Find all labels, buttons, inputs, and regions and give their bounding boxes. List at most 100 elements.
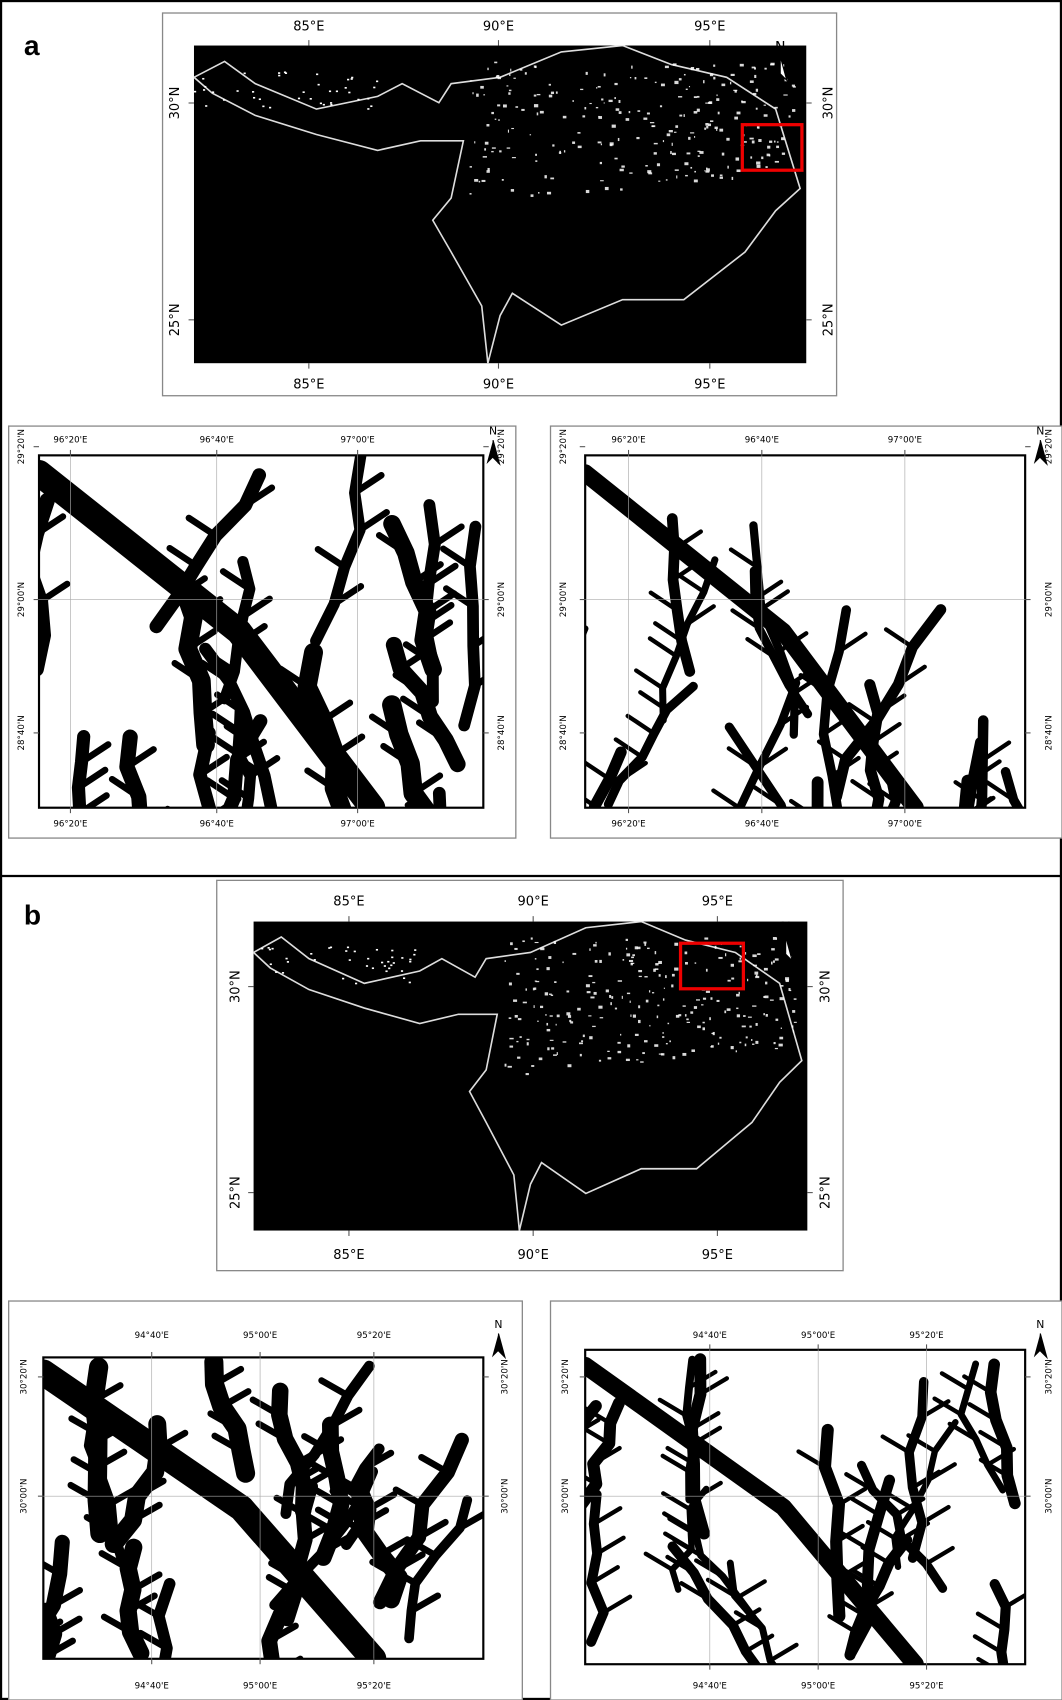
terrain-speck xyxy=(719,174,723,176)
valley xyxy=(962,737,986,808)
terrain-speck xyxy=(469,193,472,195)
tributary xyxy=(985,780,1016,803)
terrain-speck xyxy=(684,1014,687,1017)
study-area-box xyxy=(740,123,804,172)
terrain-speck xyxy=(605,989,609,993)
valley xyxy=(957,1360,1007,1494)
tributary xyxy=(1011,839,1037,857)
terrain-speck xyxy=(617,1050,622,1054)
terrain-speck xyxy=(530,937,533,940)
terrain-speck xyxy=(721,83,726,87)
terrain-speck xyxy=(476,93,479,97)
tributary xyxy=(965,871,991,889)
tributary xyxy=(377,1536,411,1558)
terrain-speck xyxy=(286,961,290,963)
tributary xyxy=(206,857,233,875)
terrain-speck xyxy=(550,177,555,180)
terrain-speck xyxy=(532,987,535,991)
terrain-speck xyxy=(690,132,695,134)
terrain-speck xyxy=(258,98,261,101)
terrain-speck xyxy=(618,99,621,103)
terrain-speck xyxy=(755,88,759,92)
valley xyxy=(104,1415,168,1554)
terrain-speck xyxy=(474,179,479,182)
terrain-speck xyxy=(710,1046,713,1048)
tributary xyxy=(90,1382,124,1404)
terrain-speck xyxy=(486,124,490,127)
terrain-speck xyxy=(705,102,710,104)
tributary xyxy=(268,1547,302,1570)
tributary xyxy=(174,575,208,600)
terrain-speck xyxy=(711,174,714,177)
terrain-speck xyxy=(553,940,557,945)
tributary xyxy=(767,1642,799,1663)
tributary xyxy=(218,777,252,802)
terrain-speck xyxy=(546,1022,549,1026)
terrain-speck xyxy=(599,959,602,963)
terrain-speck xyxy=(546,1028,551,1032)
tributary xyxy=(375,532,410,557)
terrain-speck xyxy=(705,968,708,972)
terrain-speck xyxy=(725,953,727,957)
terrain-speck xyxy=(738,991,740,995)
x-label: 90°E xyxy=(483,377,514,392)
y-label: 28°40'N xyxy=(497,715,507,750)
valley xyxy=(193,726,217,808)
terrain-speck xyxy=(674,169,679,171)
terrain-speck xyxy=(391,949,394,952)
terrain-speck xyxy=(346,946,350,949)
terrain-speck xyxy=(551,1047,555,1050)
tributary xyxy=(978,1457,1010,1478)
valley xyxy=(749,521,800,739)
terrain-speck xyxy=(381,961,384,964)
terrain-speck xyxy=(409,960,412,963)
terrain-speck xyxy=(535,65,537,69)
terrain-speck xyxy=(638,1005,641,1009)
terrain-speck xyxy=(703,80,705,84)
terrain-speck xyxy=(524,72,527,75)
terrain-speck xyxy=(744,1043,747,1047)
terrain-speck xyxy=(413,953,416,956)
terrain-speck xyxy=(682,1005,686,1007)
terrain-speck xyxy=(736,993,740,997)
terrain-speck xyxy=(739,945,742,948)
terrain-speck xyxy=(727,979,731,982)
tributary xyxy=(443,585,477,610)
tributary xyxy=(311,1486,345,1508)
terrain-speck xyxy=(697,155,700,157)
terrain-speck xyxy=(506,85,509,87)
terrain-speck xyxy=(599,161,603,165)
terrain-speck xyxy=(755,107,758,110)
terrain-speck xyxy=(654,1044,659,1047)
x-label: 96°40'E xyxy=(200,436,234,446)
terrain-speck xyxy=(251,91,255,93)
north-label: N xyxy=(489,425,497,438)
terrain-speck xyxy=(344,87,347,89)
terrain-speck xyxy=(662,1036,665,1038)
terrain-speck xyxy=(621,165,625,168)
terrain-speck xyxy=(647,170,652,174)
terrain-speck xyxy=(598,1059,602,1062)
terrain-speck xyxy=(375,948,379,951)
terrain-speck xyxy=(711,1045,714,1048)
terrain-speck xyxy=(765,166,768,168)
tributary xyxy=(883,627,915,650)
terrain-speck xyxy=(695,999,701,1001)
tributary xyxy=(318,1377,352,1399)
terrain-speck xyxy=(328,90,332,93)
terrain-speck xyxy=(717,111,720,115)
y-label: 30°00'N xyxy=(561,1479,571,1514)
terrain-speck xyxy=(508,982,512,986)
terrain-speck xyxy=(611,996,614,999)
terrain-speck xyxy=(614,1007,618,1010)
terrain-speck xyxy=(649,1024,651,1027)
terrain-speck xyxy=(497,104,501,107)
terrain-speck xyxy=(625,118,630,121)
tributary xyxy=(792,672,824,695)
terrain-speck xyxy=(766,153,770,157)
terrain-speck xyxy=(702,1021,705,1024)
terrain-speck xyxy=(638,969,643,973)
terrain-speck xyxy=(545,1014,547,1016)
tributary xyxy=(788,798,806,808)
valley xyxy=(261,1600,292,1659)
